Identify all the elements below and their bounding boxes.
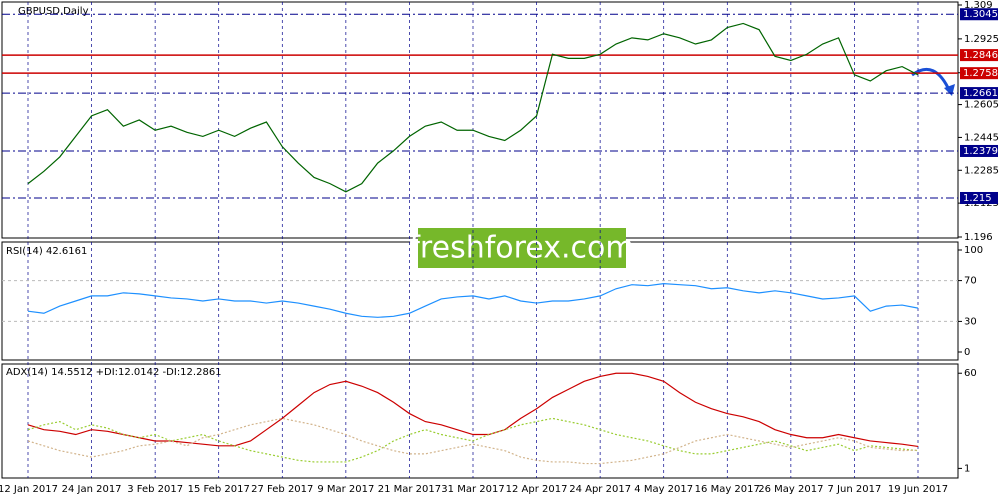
series-line (27, 372, 919, 448)
series-line (27, 22, 919, 193)
level-box (960, 8, 998, 21)
x-tick-label: 19 Jun 2017 (888, 484, 948, 495)
y-tick-label: 1.2445 (964, 132, 999, 143)
x-tick-label: 21 Mar 2017 (378, 484, 441, 495)
x-tick-label: 15 Feb 2017 (188, 484, 250, 495)
level-label: 1.2379 (963, 146, 998, 157)
x-tick-label: 24 Jan 2017 (62, 484, 122, 495)
rsi-title: RSI(14) 42.6161 (6, 246, 87, 257)
x-tick-label: 26 May 2017 (758, 484, 823, 495)
y-tick-label: 1.2605 (964, 100, 999, 111)
level-box (960, 67, 998, 80)
y-tick-label: 30 (964, 316, 977, 327)
price-title: GBPUSD,Daily (18, 6, 89, 17)
x-tick-label: 9 Mar 2017 (317, 484, 374, 495)
x-tick-label: 16 May 2017 (695, 484, 760, 495)
x-tick-label: 12 Apr 2017 (506, 484, 568, 495)
x-tick-label: 3 Feb 2017 (127, 484, 183, 495)
y-tick-label: 1.196 (964, 232, 993, 243)
y-tick-label: 1.309 (964, 0, 993, 11)
series-line (27, 417, 919, 465)
level-box (960, 87, 998, 100)
x-tick-label: 7 Jun 2017 (828, 484, 882, 495)
level-label: 1.215 (963, 193, 992, 204)
y-tick-label: 0 (964, 347, 970, 358)
watermark: freshforex.com (409, 231, 634, 266)
y-tick-label: 1.2925 (964, 34, 999, 45)
series-line (27, 283, 919, 318)
adx-title: ADX(14) 14.5512 +DI:12.0142 -DI:12.2861 (6, 367, 222, 378)
price-pane (1, 1, 959, 239)
adx-pane (1, 363, 959, 479)
y-tick-label: 60 (964, 368, 977, 379)
level-label: 1.2846 (963, 50, 998, 61)
x-tick-label: 12 Jan 2017 (0, 484, 58, 495)
level-box (960, 49, 998, 62)
watermark-box (418, 228, 626, 268)
y-tick-label: 1.2285 (964, 165, 999, 176)
level-label: 1.2661 (963, 88, 998, 99)
x-tick-label: 24 Apr 2017 (569, 484, 631, 495)
series-line (27, 417, 919, 463)
y-tick-label: 100 (964, 245, 983, 256)
x-tick-label: 4 May 2017 (634, 484, 693, 495)
y-tick-label: 1 (964, 463, 970, 474)
y-tick-label: 70 (964, 276, 977, 287)
level-box (960, 144, 998, 157)
level-label: 1.2758 (963, 68, 998, 79)
level-label: 1.3045 (963, 9, 998, 20)
x-tick-label: 31 Mar 2017 (441, 484, 504, 495)
level-box (960, 191, 998, 204)
x-tick-label: 27 Feb 2017 (251, 484, 313, 495)
